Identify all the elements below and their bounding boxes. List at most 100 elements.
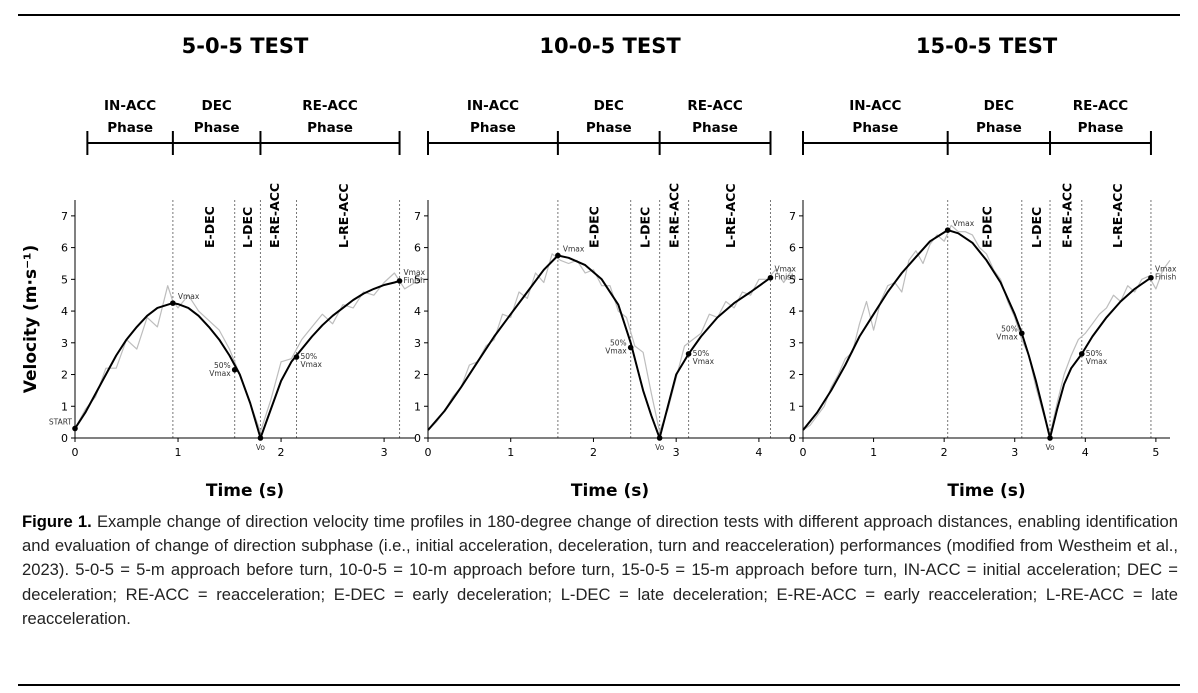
caption-label: Figure 1. — [22, 512, 92, 531]
panel-3-y-tick-label: 1 — [789, 400, 796, 413]
panel-2-subphase-label: L-DEC — [638, 207, 653, 248]
figure-caption: Figure 1. Example change of direction ve… — [22, 510, 1178, 631]
panel-2-x-tick-label: 4 — [755, 446, 762, 459]
panel-3-subphase-label: L-RE-ACC — [1110, 183, 1125, 248]
panel-1-smoothed-velocity-line — [74, 279, 400, 439]
panel-1-key-point — [257, 435, 264, 441]
panel-1-key-point — [293, 354, 300, 360]
panel-1-y-tick-label: 7 — [61, 210, 68, 223]
panel-2-title: 10-0-5 TEST — [539, 34, 681, 58]
panel-1-x-tick-label: 3 — [381, 446, 388, 459]
panel-1-y-tick-label: 2 — [61, 369, 68, 382]
panel-3-x-tick-label: 0 — [800, 446, 807, 459]
panel-3-phase-label: DEC — [984, 98, 1014, 114]
panel-3-y-tick-label: 6 — [789, 242, 796, 255]
panel-3-x-tick-label: 4 — [1082, 446, 1089, 459]
panel-3-key-point — [1078, 351, 1085, 357]
top-rule — [18, 14, 1180, 16]
panel-1-phase-label-sub: Phase — [107, 120, 153, 136]
panel-3-subphase-label: E-RE-ACC — [1059, 183, 1074, 248]
panel-1-phase-label: RE-ACC — [302, 98, 358, 114]
panel-3-point-label: 50% Vmax — [996, 324, 1018, 341]
panel-3-point-label: Vmax Finish — [1155, 265, 1177, 282]
panel-2-key-point — [555, 252, 561, 259]
panel-2-x-tick-label: 2 — [590, 446, 597, 459]
panel-1-subphase-label: E-RE-ACC — [267, 183, 282, 248]
panel-2-y-tick-label: 6 — [414, 242, 421, 255]
panel-2-subphase-label: E-DEC — [586, 206, 601, 248]
panel-2-y-tick-label: 0 — [414, 432, 421, 445]
panel-3-point-label: Vmax — [953, 219, 975, 228]
panel-3-phase-label: RE-ACC — [1073, 98, 1129, 114]
panel-3-subphase-label: L-DEC — [1029, 207, 1044, 248]
panel-2-point-label: Vmax — [563, 245, 585, 254]
panel-2-key-point — [656, 435, 663, 441]
panel-2-x-tick-label: 1 — [507, 446, 514, 459]
panel-1-point-label: 50% Vmax — [209, 361, 231, 378]
velocity-figure: 5-0-5 TEST IN-ACC Phase DEC Phase RE-ACC Phase… — [21, 34, 1177, 501]
panel-3-phase-label-sub: Phase — [852, 120, 898, 136]
panel-1-phase-label: DEC — [201, 98, 231, 114]
panel-2-point-label: Vmax Finish — [774, 265, 796, 282]
panel-1-point-label: START — [49, 417, 73, 426]
panel-2-y-tick-label: 7 — [414, 210, 421, 223]
panel-1-y-tick-label: 0 — [61, 432, 68, 445]
panel-3-x-tick-label: 1 — [870, 446, 877, 459]
panel-1-y-tick-label: 3 — [61, 337, 68, 350]
bottom-rule — [18, 684, 1180, 686]
panel-2-key-point — [767, 274, 774, 281]
panel-3-phase-label: IN-ACC — [849, 98, 901, 114]
panel-1-x-tick-label: 2 — [278, 446, 285, 459]
panel-3-xlabel: Time (s) — [947, 481, 1025, 501]
panel-2-y-tick-label: 2 — [414, 369, 421, 382]
panel-3-y-tick-label: 5 — [789, 273, 796, 286]
panel-3-y-tick-label: 7 — [789, 210, 796, 223]
panel-2-phase-label-sub: Phase — [586, 120, 632, 136]
panel-3-title: 15-0-5 TEST — [916, 34, 1058, 58]
panel-1-key-point — [170, 300, 176, 306]
panel-3-x-tick-label: 2 — [941, 446, 948, 459]
panel-1-raw-velocity-line — [74, 272, 416, 433]
panel-2-phase-label: IN-ACC — [467, 98, 519, 114]
panel-2-y-tick-label: 1 — [414, 400, 421, 413]
panel-1-phase-label-sub: Phase — [307, 120, 353, 136]
panel-3-y-tick-label: 2 — [789, 369, 796, 382]
panel-3-y-tick-label: 4 — [789, 305, 796, 318]
panel-2-phase-label: RE-ACC — [687, 98, 743, 114]
panel-1-y-tick-label: 5 — [61, 273, 68, 286]
panel-1-y-tick-label: 4 — [61, 305, 68, 318]
panel-1-subphase-label: L-RE-ACC — [336, 183, 351, 248]
panel-1-xlabel: Time (s) — [206, 481, 284, 501]
panel-3-key-point — [944, 227, 951, 233]
panel-2-phase-label-sub: Phase — [470, 120, 516, 136]
panel-2-point-label: 50% Vmax — [605, 339, 627, 356]
panel-2-x-tick-label: 3 — [673, 446, 680, 459]
panel-2-phase-label-sub: Phase — [692, 120, 738, 136]
panel-2-point-label: Vo — [655, 443, 665, 452]
panel-3-key-point — [1047, 435, 1053, 441]
panel-3-key-point — [1148, 274, 1154, 281]
panel-1-phase-label-sub: Phase — [194, 120, 240, 136]
panel-1-x-tick-label: 1 — [175, 446, 182, 459]
caption-text: Example change of direction velocity tim… — [22, 512, 1178, 628]
panel-3-y-tick-label: 0 — [789, 432, 796, 445]
panel-3-phase-label-sub: Phase — [976, 120, 1022, 136]
panel-3-smoothed-velocity-line — [802, 229, 1152, 439]
panel-2-y-tick-label: 3 — [414, 337, 421, 350]
panel-3-x-tick-label: 3 — [1011, 446, 1018, 459]
panel-1-key-point — [72, 425, 78, 432]
panel-1-point-label: Vo — [256, 443, 266, 452]
panel-1-y-tick-label: 6 — [61, 242, 68, 255]
panel-2-y-tick-label: 5 — [414, 273, 421, 286]
panel-2-smoothed-velocity-line — [427, 254, 772, 439]
panel-3-y-tick-label: 3 — [789, 337, 796, 350]
panel-3-subphase-label: E-DEC — [980, 206, 995, 248]
panel-2-key-point — [685, 351, 692, 357]
panel-1-key-point — [231, 366, 238, 373]
panel-1-subphase-label: E-DEC — [202, 206, 217, 248]
panel-3-point-label: 50% Vmax — [1086, 349, 1108, 366]
panel-1-y-tick-label: 1 — [61, 400, 68, 413]
panel-1-subphase-label: L-DEC — [240, 207, 255, 248]
panel-1-key-point — [396, 278, 403, 284]
panel-2-y-tick-label: 4 — [414, 305, 421, 318]
